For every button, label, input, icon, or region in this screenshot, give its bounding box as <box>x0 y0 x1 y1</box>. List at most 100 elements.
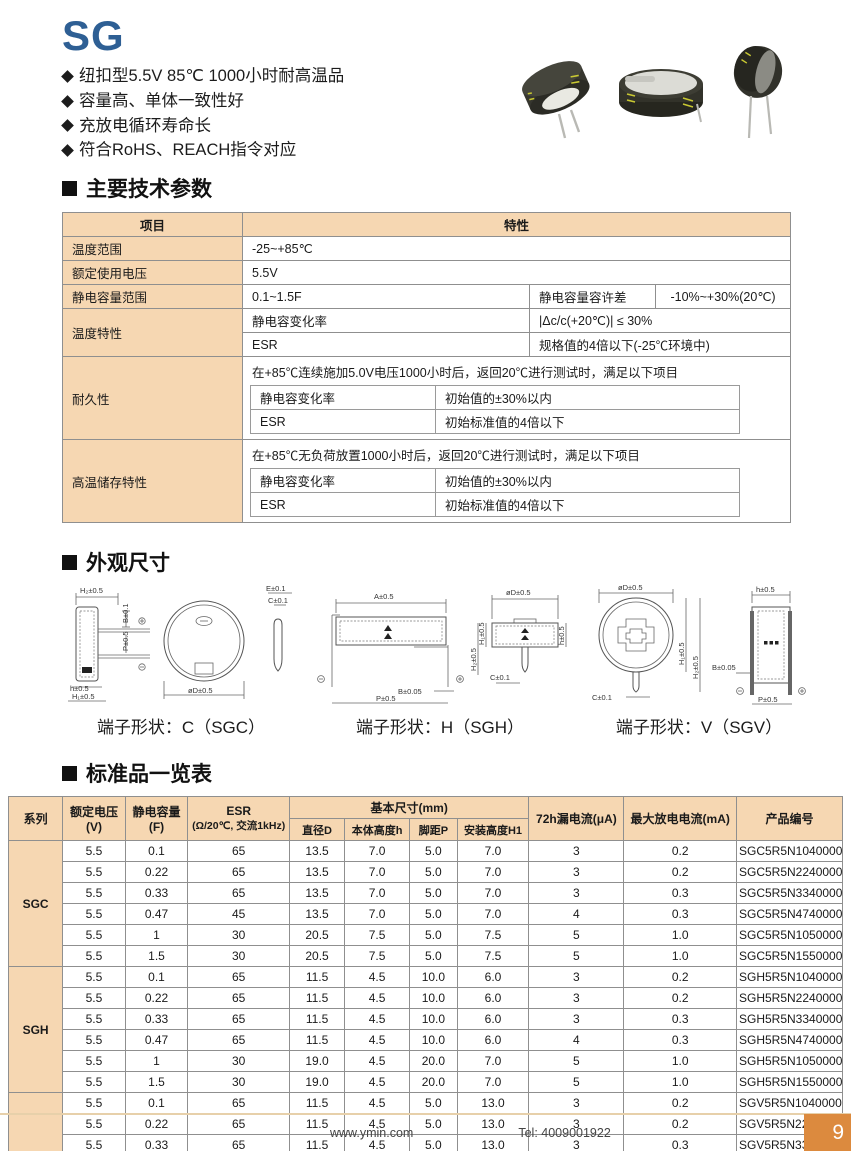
svg-text:H₁±0.5: H₁±0.5 <box>477 623 486 646</box>
feature-text: 纽扣型5.5V 85℃ 1000小时耐高温品 <box>79 67 345 86</box>
value-cell: 4.5 <box>344 1050 411 1073</box>
section-title: 主要技术参数 <box>86 178 212 202</box>
value-cell: 10.0 <box>409 1029 458 1052</box>
spec-value: 初始标准值的4倍以下 <box>435 492 740 518</box>
value-cell: 3 <box>528 861 625 884</box>
value-cell: 6.0 <box>456 1008 530 1031</box>
table-row: 5.5 0.47 45 13.5 7.0 5.0 7.0 4 0.3 SGC5R5N4740000 <box>9 903 843 926</box>
value-cell: 5.0 <box>409 903 458 926</box>
col-header-series: 系列 <box>7 796 64 842</box>
spec-value: 初始值的±30%以内 <box>435 468 740 494</box>
value-cell: 0.2 <box>623 840 737 863</box>
value-cell: 7.0 <box>456 903 530 926</box>
part-number-cell: SGH5R5N3340000 <box>736 1008 843 1031</box>
col-header-esr: ESR (Ω/20℃, 交流1kHz) <box>187 796 291 842</box>
value-cell: 6.0 <box>456 966 530 989</box>
table-row: 5.5 0.22 65 13.5 7.0 5.0 7.0 3 0.2 SGC5R5N2240000 <box>9 861 843 884</box>
feature-text: 容量高、单体一致性好 <box>79 91 244 110</box>
value-cell: 7.5 <box>456 945 530 968</box>
value-cell: 13.5 <box>289 882 346 905</box>
value-cell: 20.5 <box>289 924 346 947</box>
value-cell: 0.47 <box>124 903 189 926</box>
diamond-bullet-icon <box>61 144 74 158</box>
feature-item: 充放电循环寿命长 <box>61 114 344 139</box>
col-header-capacitance: 静电容量 (F) <box>124 796 189 842</box>
svg-text:H₂±0.5: H₂±0.5 <box>80 586 103 595</box>
part-number-cell: SGH5R5N4740000 <box>736 1029 843 1052</box>
value-cell: 5 <box>528 1071 625 1094</box>
spec-value: 5.5V <box>242 260 791 286</box>
value-cell: 65 <box>187 840 291 863</box>
col-header-pitch: 脚距P <box>409 818 458 842</box>
footer-telephone: Tel: 4009001922 <box>518 1126 611 1140</box>
value-cell: 7.0 <box>456 861 530 884</box>
value-cell: 4.5 <box>344 1008 411 1031</box>
value-cell: 5.0 <box>409 924 458 947</box>
table-row: 5.5 0.33 65 13.5 7.0 5.0 7.0 3 0.3 SGC5R5N3340000 <box>9 882 843 905</box>
section-heading-dimensions: 外观尺寸 <box>62 547 851 577</box>
value-cell: 5.5 <box>62 903 126 926</box>
feature-text: 充放电循环寿命长 <box>79 116 211 135</box>
standard-table-body: SGC 5.5 0.1 65 13.5 7.0 5.0 7.0 3 0.2 SGC5R5N10400… <box>7 840 843 1151</box>
svg-text:h±0.5: h±0.5 <box>756 585 775 594</box>
part-number-cell: SGV5R5N1040000 <box>736 1092 843 1115</box>
value-cell: 4.5 <box>344 1134 411 1151</box>
value-cell: 5.5 <box>62 882 126 905</box>
value-cell: 13.0 <box>456 1092 530 1115</box>
value-cell: 7.0 <box>344 861 411 884</box>
spec-storage-cell: 在+85℃无负荷放置1000小时后，返回20℃进行测试时，满足以下项目 静电容变… <box>242 439 791 524</box>
feature-item: 纽扣型5.5V 85℃ 1000小时耐高温品 <box>61 64 345 89</box>
value-cell: 11.5 <box>289 1134 346 1151</box>
spec-value: 0.1~1.5F <box>242 284 530 310</box>
value-cell: 65 <box>187 1092 291 1115</box>
value-cell: 0.2 <box>623 1113 737 1136</box>
svg-text:C±0.1: C±0.1 <box>268 596 288 605</box>
value-cell: 5.0 <box>409 1092 458 1115</box>
table-row: 5.5 1.5 30 20.5 7.5 5.0 7.5 5 1.0 SGC5R5N1550000 <box>9 945 843 968</box>
svg-text:C±0.1: C±0.1 <box>490 673 510 682</box>
spec-value: 规格值的4倍以下(-25℃环境中) <box>529 332 791 358</box>
polarity-plus-icon <box>456 675 464 683</box>
standard-table: 系列 额定电压 (V) 静电容量 (F) ESR (Ω/20℃, 交流1kHz) 基本… <box>7 796 843 1151</box>
feature-list: 纽扣型5.5V 85℃ 1000小时耐高温品 容量高、单体一致性好 充放电循环寿… <box>61 64 345 163</box>
spec-value: -10%~+30%(20℃) <box>655 284 791 310</box>
diamond-bullet-icon <box>61 70 74 83</box>
value-cell: 1 <box>124 1050 189 1073</box>
polarity-plus-icon <box>798 687 806 695</box>
spec-value: 初始标准值的4倍以下 <box>435 409 740 435</box>
svg-text:H₁±0.5: H₁±0.5 <box>677 643 686 666</box>
polarity-minus-icon <box>736 687 744 695</box>
series-label: SGH <box>7 966 64 1094</box>
svg-text:H₂±0.5: H₂±0.5 <box>691 656 700 679</box>
value-cell: 13.5 <box>289 840 346 863</box>
value-cell: 4 <box>528 903 625 926</box>
value-cell: 4.5 <box>344 1071 411 1094</box>
spec-inner-table: 静电容变化率 初始值的±30%以内 ESR 初始标准值的4倍以下 <box>250 468 740 518</box>
value-cell: 0.1 <box>124 966 189 989</box>
value-cell: 11.5 <box>289 966 346 989</box>
diamond-bullet-icon <box>61 119 74 133</box>
col-header-voltage: 额定电压 (V) <box>62 796 126 842</box>
value-cell: 5 <box>528 924 625 947</box>
col-header-diameter: 直径D <box>289 818 346 842</box>
value-cell: 0.47 <box>124 1029 189 1052</box>
value-cell: 7.0 <box>344 882 411 905</box>
value-cell: 5.5 <box>62 924 126 947</box>
value-cell: 5.0 <box>409 945 458 968</box>
value-cell: 7.0 <box>456 840 530 863</box>
value-cell: 3 <box>528 882 625 905</box>
table-row: 5.5 1.5 30 19.0 4.5 20.0 7.0 5 1.0 SGH5R5N1550000 <box>9 1071 843 1094</box>
value-cell: 5.5 <box>62 1071 126 1094</box>
value-cell: 1 <box>124 924 189 947</box>
value-cell: 6.0 <box>456 1029 530 1052</box>
value-cell: 0.3 <box>623 903 737 926</box>
value-cell: 4 <box>528 1029 625 1052</box>
value-cell: 0.3 <box>623 1029 737 1052</box>
value-cell: 5.5 <box>62 945 126 968</box>
page-title: SG <box>62 12 125 59</box>
svg-text:E±0.1: E±0.1 <box>266 584 286 593</box>
section-square-icon <box>62 180 77 196</box>
value-cell: 0.33 <box>124 1008 189 1031</box>
section-square-icon <box>62 765 77 781</box>
